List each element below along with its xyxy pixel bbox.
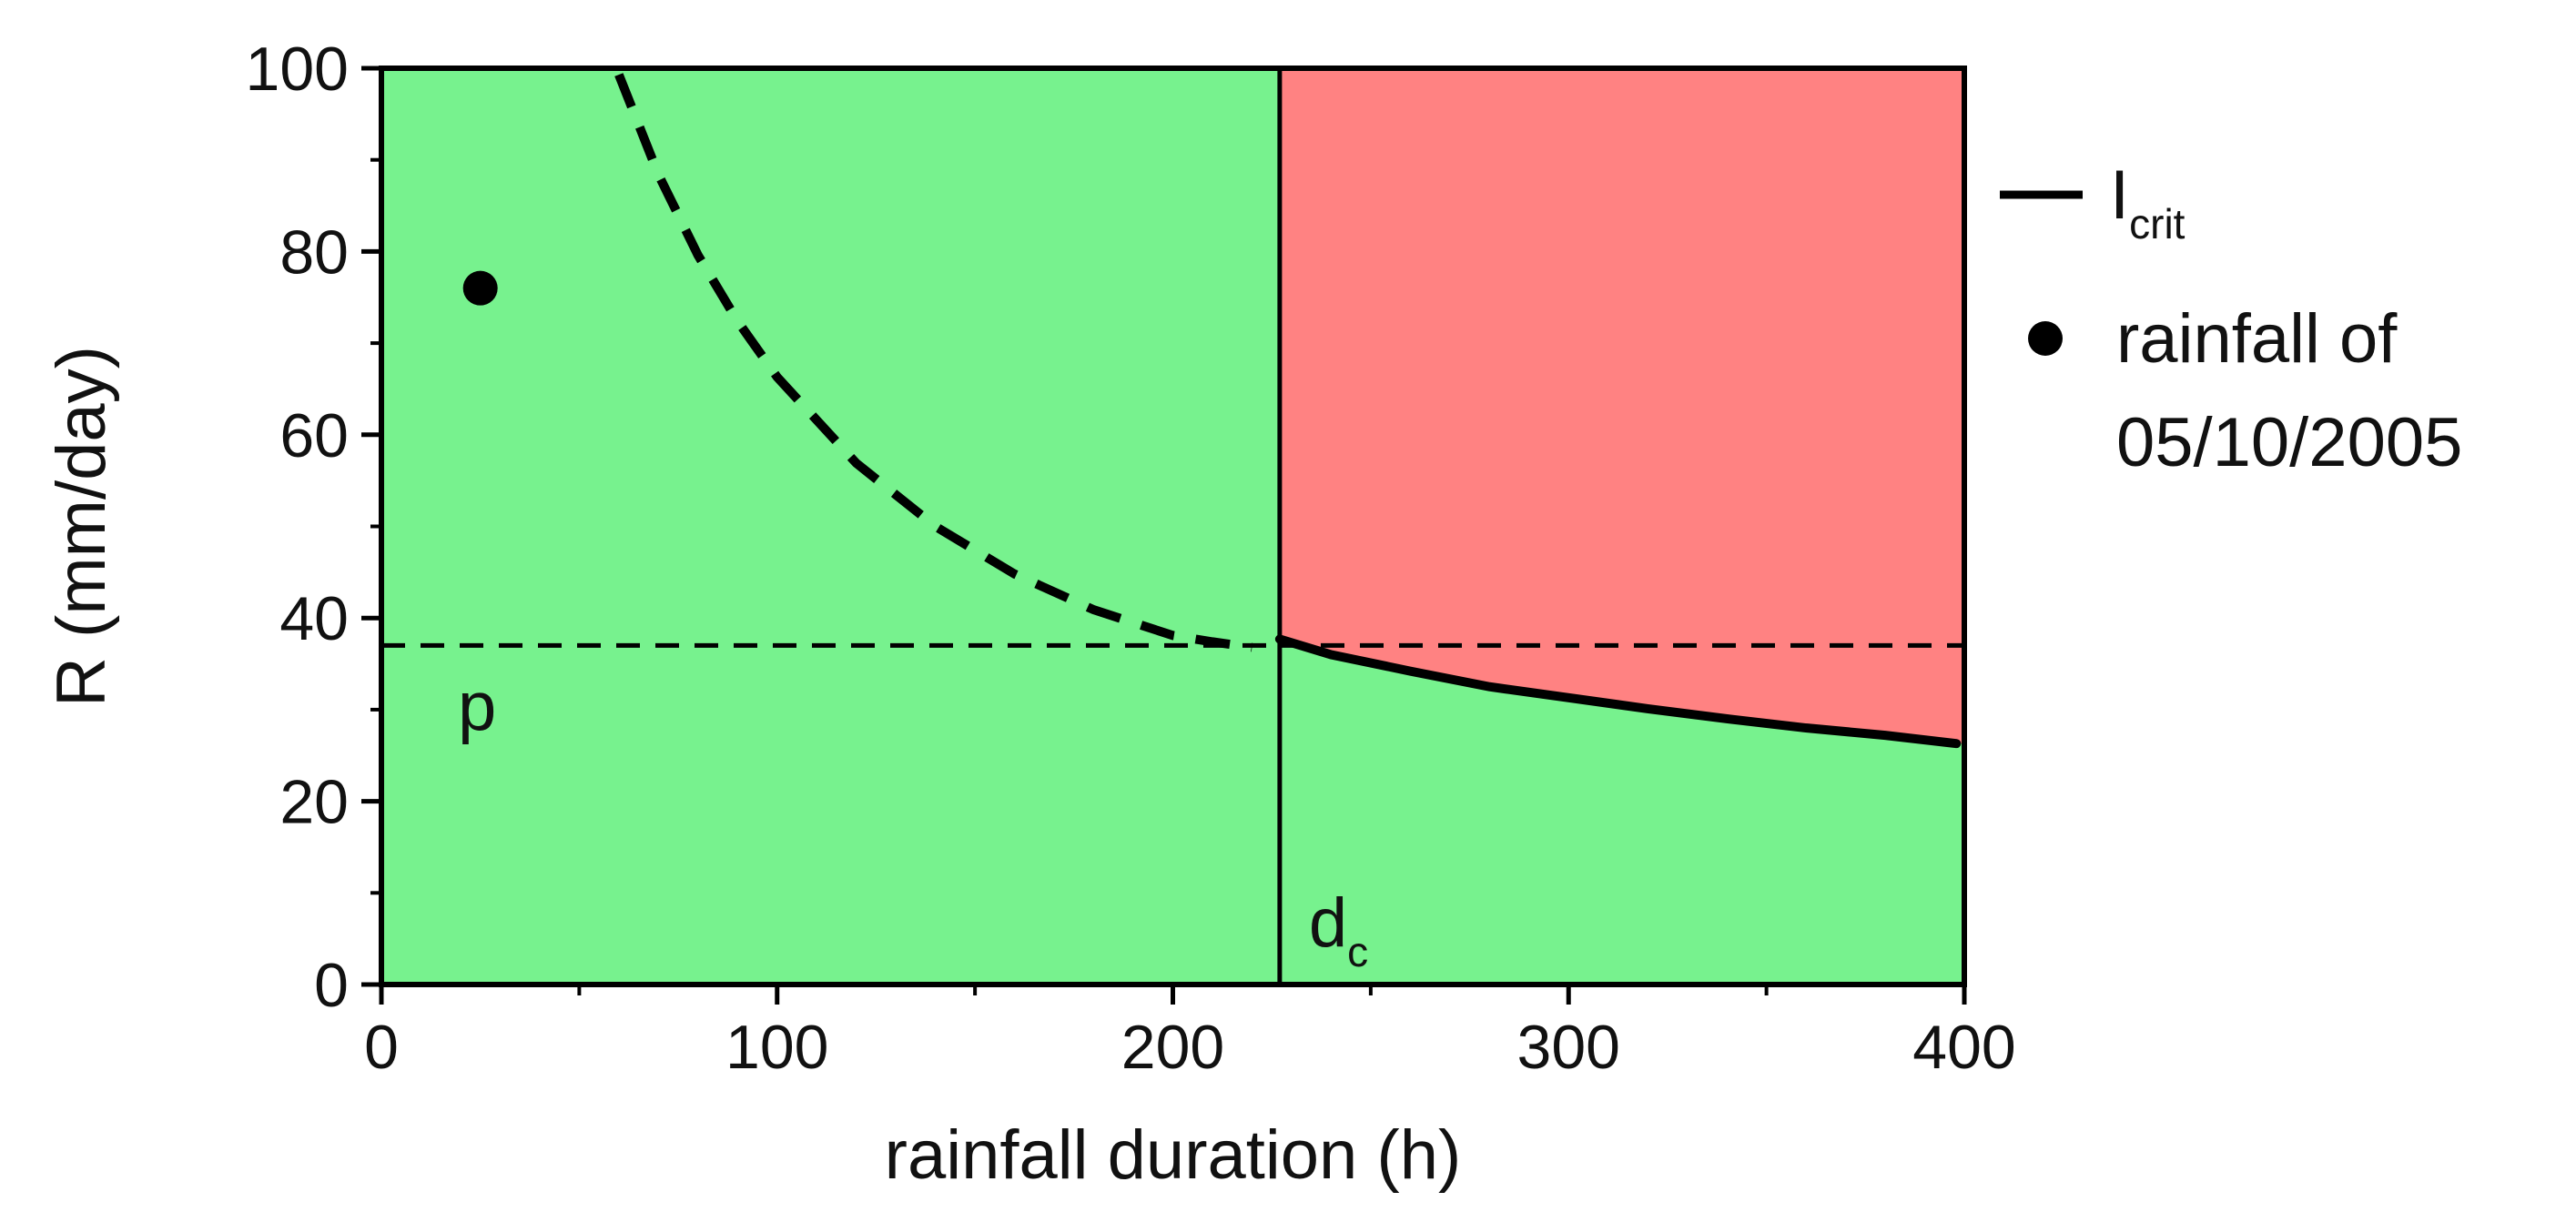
legend-dot-symbol <box>2028 321 2063 356</box>
icrit-dashed-curve <box>614 73 1253 652</box>
region-safe-left <box>381 68 1280 985</box>
icrit-solid-curve <box>1274 634 1962 749</box>
x-tick-label: 0 <box>364 1013 399 1082</box>
region-critical-above-curve <box>1279 68 1964 744</box>
y-tick-label: 100 <box>246 35 349 104</box>
p-label: p <box>458 668 496 745</box>
x-tick-label: 300 <box>1517 1013 1620 1082</box>
rainfall-point <box>462 270 498 306</box>
series-layer <box>381 68 1964 985</box>
y-tick-label: 0 <box>314 951 349 1020</box>
legend-label-icrit: Icrit <box>2110 157 2186 247</box>
y-tick-label: 60 <box>279 401 349 470</box>
legend-label-rainfall-line2: 05/10/2005 <box>2116 404 2462 481</box>
y-tick-label: 80 <box>279 217 349 287</box>
legend: Icrit rainfall of 05/10/2005 <box>2000 157 2462 481</box>
y-tick-label: 20 <box>279 768 349 837</box>
legend-label-icrit-main: I <box>2110 157 2129 234</box>
regions-layer <box>381 68 1964 985</box>
x-tick-label: 100 <box>725 1013 828 1082</box>
axes-layer: 0 20 40 60 80 100 0 100 200 300 400 <box>246 35 2016 1082</box>
dc-label-sub: c <box>1347 928 1368 975</box>
x-tick-label: 400 <box>1912 1013 2015 1082</box>
y-tick-label: 40 <box>279 584 349 653</box>
legend-label-icrit-sub: crit <box>2129 200 2186 247</box>
dc-label-main: d <box>1309 884 1347 962</box>
x-tick-label: 200 <box>1121 1013 1224 1082</box>
dc-label: dc <box>1309 884 1368 975</box>
x-axis-title: rainfall duration (h) <box>885 1116 1462 1194</box>
legend-label-rainfall-line1: rainfall of <box>2116 300 2398 378</box>
y-axis-title: R (mm/day) <box>43 346 120 707</box>
